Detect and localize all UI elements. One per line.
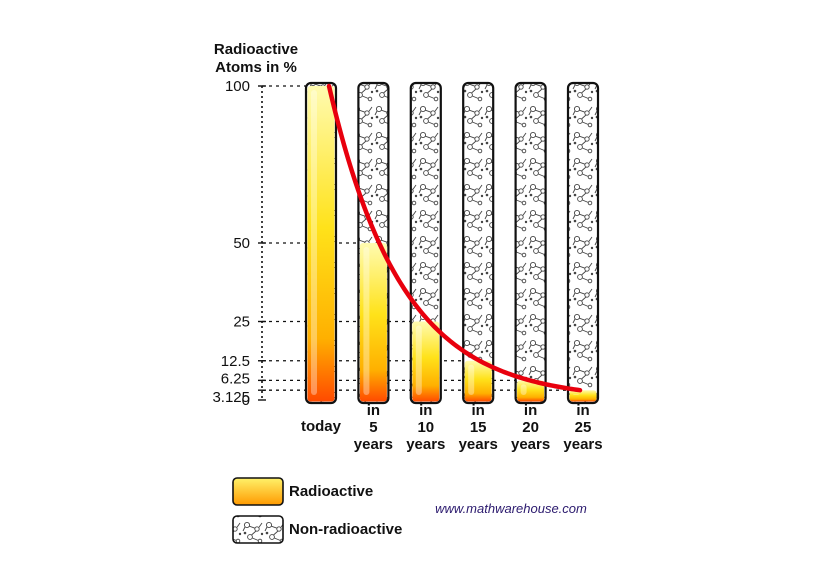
tube [304, 81, 338, 405]
tube-outline [514, 81, 547, 405]
category-label: 15 [470, 419, 487, 436]
legend-label: Non-radioactive [289, 521, 402, 538]
legend-swatch-non-radioactive [232, 515, 284, 544]
category-label: years [406, 436, 445, 453]
bar-highlight [363, 247, 370, 395]
category-label: years [563, 436, 602, 453]
bar-radioactive [517, 380, 545, 402]
legend: Radioactive Non-radioactive [232, 477, 402, 544]
category-labels: todayin5yearsin10yearsin15yearsin20years… [301, 402, 603, 453]
y-tick-label: 0 [242, 392, 250, 409]
category-label: years [459, 436, 498, 453]
bar-highlight [311, 90, 317, 395]
curve-layer [326, 83, 583, 393]
y-tick-label: 50 [233, 235, 250, 252]
bar-radioactive [307, 86, 335, 402]
tube-outline [462, 81, 495, 405]
legend-swatch-radioactive [232, 477, 284, 506]
bar-radioactive [569, 390, 597, 402]
category-label: years [511, 436, 550, 453]
bar-radioactive [359, 243, 387, 402]
category-label: in [576, 402, 589, 419]
tube [462, 81, 495, 405]
category-label: 20 [522, 419, 539, 436]
y-tick-label: 100 [225, 78, 250, 95]
y-tick-label: 12.5 [221, 353, 250, 370]
tube-non-radioactive [568, 83, 598, 403]
legend-item: Non-radioactive [232, 515, 402, 544]
legend-item: Radioactive [232, 477, 373, 506]
bar-highlight [520, 384, 527, 395]
bar-highlight [468, 364, 475, 395]
y-tick-label: 25 [233, 314, 250, 331]
bar-highlight [415, 325, 422, 395]
legend-label: Radioactive [289, 483, 373, 500]
watermark-url: www.mathwarehouse.com [435, 501, 587, 516]
tube-outline [357, 81, 390, 405]
bars [304, 81, 600, 405]
category-label: years [354, 436, 393, 453]
category-label: 25 [575, 419, 592, 436]
tube-outline [304, 81, 338, 405]
tube [409, 81, 442, 405]
tube [357, 81, 390, 405]
tube-outline [566, 81, 600, 405]
bar-radioactive [464, 360, 492, 402]
tube [566, 81, 600, 405]
category-label: in [524, 402, 537, 419]
tube-non-radioactive [515, 83, 546, 403]
category-label: in [367, 402, 380, 419]
bar-radioactive [412, 321, 440, 402]
y-tick-label: 3.125 [212, 389, 250, 406]
y-axis-title-line: Atoms in % [215, 59, 297, 76]
tube [514, 81, 547, 405]
category-label: in [419, 402, 432, 419]
decay-curve [326, 83, 583, 393]
y-tick-label: 6.25 [221, 370, 250, 387]
category-label: 10 [417, 419, 434, 436]
bar-highlight [573, 394, 579, 395]
y-axis-title-line: Radioactive [214, 41, 298, 58]
category-label: today [301, 418, 342, 435]
category-label: in [472, 402, 485, 419]
tube-non-radioactive [463, 83, 494, 403]
tube-outline [409, 81, 442, 405]
category-label: 5 [369, 419, 377, 436]
